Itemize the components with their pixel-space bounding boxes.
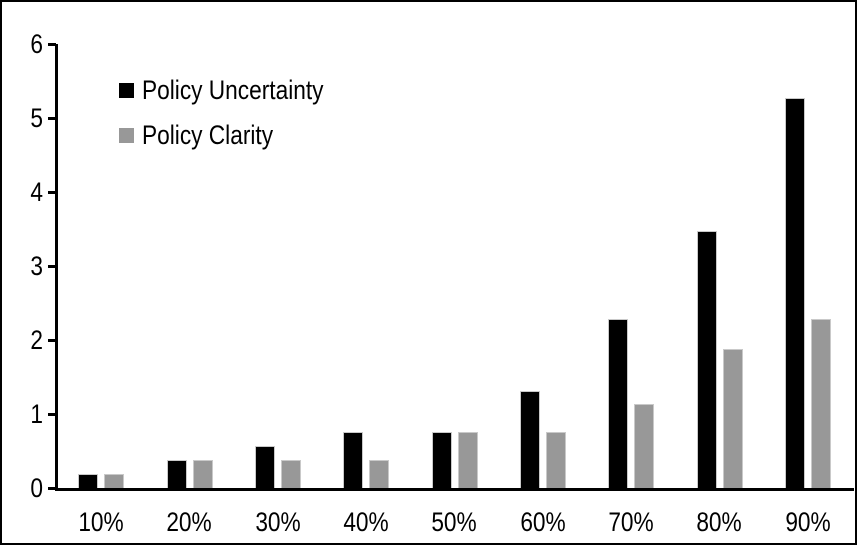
x-category-label-90: 90% xyxy=(785,506,831,537)
bar-policy-uncertainty-20 xyxy=(166,459,187,488)
legend-label-policy-uncertainty: Policy Uncertainty xyxy=(142,75,324,105)
y-tick-label-0: 0 xyxy=(30,472,43,503)
bar-policy-uncertainty-60 xyxy=(519,391,540,488)
bar-policy-clarity-40 xyxy=(369,459,390,488)
bar-policy-clarity-30 xyxy=(280,459,301,488)
bar-policy-uncertainty-40 xyxy=(343,431,364,488)
bar-policy-clarity-50 xyxy=(457,431,478,488)
y-tick-5 xyxy=(48,117,56,120)
y-tick-label-1: 1 xyxy=(30,398,43,429)
y-tick-label-6: 6 xyxy=(30,28,43,59)
x-category-label-50: 50% xyxy=(431,506,478,537)
y-tick-1 xyxy=(48,413,56,416)
y-tick-label-4: 4 xyxy=(30,176,43,207)
y-tick-3 xyxy=(48,265,56,268)
bar-policy-clarity-20 xyxy=(192,459,213,488)
x-category-label-40: 40% xyxy=(343,506,389,537)
y-tick-label-3: 3 xyxy=(30,250,43,281)
y-tick-2 xyxy=(48,339,56,342)
legend-item-policy-clarity: Policy Clarity xyxy=(119,121,358,150)
x-axis-line xyxy=(55,488,854,491)
bar-policy-clarity-10 xyxy=(104,473,125,488)
bar-policy-uncertainty-80 xyxy=(696,231,717,488)
bar-policy-uncertainty-70 xyxy=(608,318,629,488)
plot-area: 0 1 2 3 4 5 6 10% 20% 30% 40% 50% 60% 70% 80% 90% xyxy=(30,30,854,535)
policy-uncertainty-swatch-icon xyxy=(119,83,134,98)
y-tick-4 xyxy=(48,191,56,194)
x-category-label-10: 10% xyxy=(78,506,124,537)
y-axis-line xyxy=(55,44,58,491)
bar-policy-clarity-80 xyxy=(722,348,743,488)
legend: Policy Uncertainty Policy Clarity xyxy=(119,76,358,166)
y-tick-6 xyxy=(48,43,56,46)
bar-policy-uncertainty-50 xyxy=(431,431,452,488)
legend-item-policy-uncertainty: Policy Uncertainty xyxy=(119,76,358,105)
x-category-label-30: 30% xyxy=(255,506,301,537)
bar-policy-uncertainty-30 xyxy=(254,445,275,488)
x-category-label-60: 60% xyxy=(520,506,566,537)
y-tick-label-5: 5 xyxy=(30,102,43,133)
x-category-label-80: 80% xyxy=(696,506,743,537)
y-tick-0 xyxy=(48,487,56,490)
x-category-label-20: 20% xyxy=(166,506,213,537)
bar-policy-uncertainty-10 xyxy=(78,473,99,488)
bar-policy-clarity-70 xyxy=(634,403,655,488)
bar-policy-clarity-90 xyxy=(810,319,831,488)
legend-label-policy-clarity: Policy Clarity xyxy=(142,120,274,150)
y-tick-label-2: 2 xyxy=(30,324,43,355)
x-category-label-70: 70% xyxy=(608,506,654,537)
bar-policy-uncertainty-90 xyxy=(784,98,805,488)
policy-clarity-swatch-icon xyxy=(119,128,134,143)
bar-policy-clarity-60 xyxy=(545,431,566,488)
